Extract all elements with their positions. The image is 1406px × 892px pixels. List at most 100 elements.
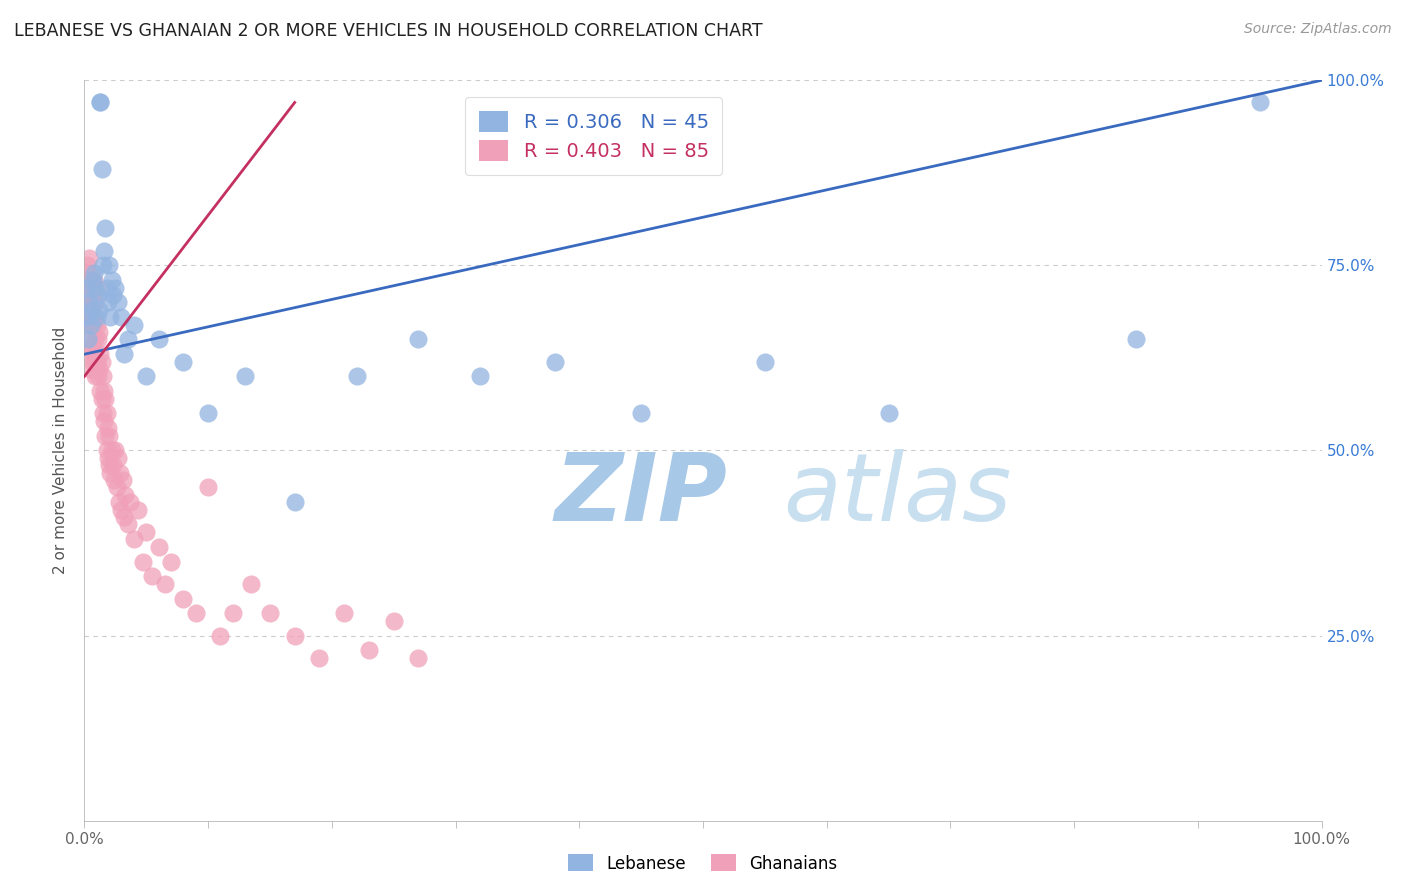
Point	[75, 310, 97, 325]
Point	[77, 332, 100, 346]
Point	[82, 318, 104, 332]
Point	[110, 310, 132, 325]
Point	[259, 607, 281, 621]
Point	[97, 295, 120, 310]
Point	[122, 318, 145, 332]
Point	[98, 259, 121, 273]
Point	[96, 443, 118, 458]
Point	[148, 540, 170, 554]
Point	[76, 259, 98, 273]
Point	[84, 280, 107, 294]
Point	[79, 251, 101, 265]
Point	[112, 347, 135, 361]
Point	[94, 392, 117, 406]
Point	[93, 384, 115, 399]
Point	[98, 458, 121, 473]
Point	[240, 576, 263, 591]
Point	[197, 480, 219, 494]
Point	[90, 354, 112, 368]
Point	[233, 369, 256, 384]
Point	[89, 384, 111, 399]
Point	[79, 280, 101, 294]
Legend: R = 0.306   N = 45, R = 0.403   N = 85: R = 0.306 N = 45, R = 0.403 N = 85	[465, 97, 723, 175]
Point	[80, 340, 103, 354]
Point	[117, 517, 139, 532]
Point	[160, 555, 183, 569]
Point	[80, 273, 103, 287]
Point	[80, 302, 103, 317]
Point	[93, 414, 115, 428]
Point	[89, 302, 111, 317]
Point	[148, 332, 170, 346]
Point	[308, 650, 330, 665]
Point	[141, 569, 163, 583]
Point	[104, 443, 127, 458]
Point	[470, 369, 492, 384]
Point	[127, 502, 149, 516]
Point	[114, 488, 136, 502]
Point	[184, 607, 207, 621]
Point	[135, 524, 157, 539]
Point	[97, 421, 120, 435]
Point	[630, 407, 652, 421]
Point	[94, 221, 117, 235]
Point	[101, 288, 124, 302]
Point	[79, 295, 101, 310]
Point	[83, 347, 105, 361]
Point	[84, 369, 107, 384]
Point	[76, 280, 98, 294]
Point	[84, 295, 107, 310]
Point	[91, 259, 114, 273]
Point	[97, 450, 120, 465]
Point	[91, 369, 114, 384]
Point	[120, 495, 142, 509]
Point	[101, 458, 124, 473]
Point	[80, 302, 103, 317]
Point	[89, 347, 111, 361]
Point	[1249, 95, 1271, 110]
Point	[754, 354, 776, 368]
Point	[83, 310, 105, 325]
Point	[172, 591, 194, 606]
Point	[209, 628, 232, 642]
Point	[82, 288, 104, 302]
Point	[112, 510, 135, 524]
Point	[89, 95, 111, 110]
Point	[100, 443, 122, 458]
Point	[79, 318, 101, 332]
Point	[877, 407, 900, 421]
Point	[75, 310, 97, 325]
Point	[1125, 332, 1147, 346]
Point	[98, 466, 121, 480]
Point	[90, 162, 112, 177]
Point	[82, 273, 104, 287]
Point	[86, 280, 108, 294]
Point	[108, 495, 131, 509]
Point	[77, 302, 100, 317]
Point	[87, 288, 110, 302]
Point	[107, 450, 129, 465]
Point	[197, 407, 219, 421]
Point	[382, 614, 405, 628]
Point	[89, 362, 111, 376]
Point	[79, 362, 101, 376]
Point	[346, 369, 368, 384]
Point	[89, 95, 111, 110]
Point	[122, 533, 145, 547]
Point	[98, 428, 121, 442]
Point	[76, 318, 98, 332]
Point	[110, 502, 132, 516]
Point	[79, 332, 101, 346]
Point	[94, 428, 117, 442]
Point	[333, 607, 356, 621]
Point	[75, 273, 97, 287]
Point	[107, 295, 129, 310]
Point	[86, 354, 108, 368]
Point	[84, 332, 107, 346]
Point	[79, 318, 101, 332]
Point	[87, 369, 110, 384]
Point	[87, 332, 110, 346]
Text: ZIP: ZIP	[554, 449, 727, 541]
Point	[357, 643, 380, 657]
Point	[131, 555, 153, 569]
